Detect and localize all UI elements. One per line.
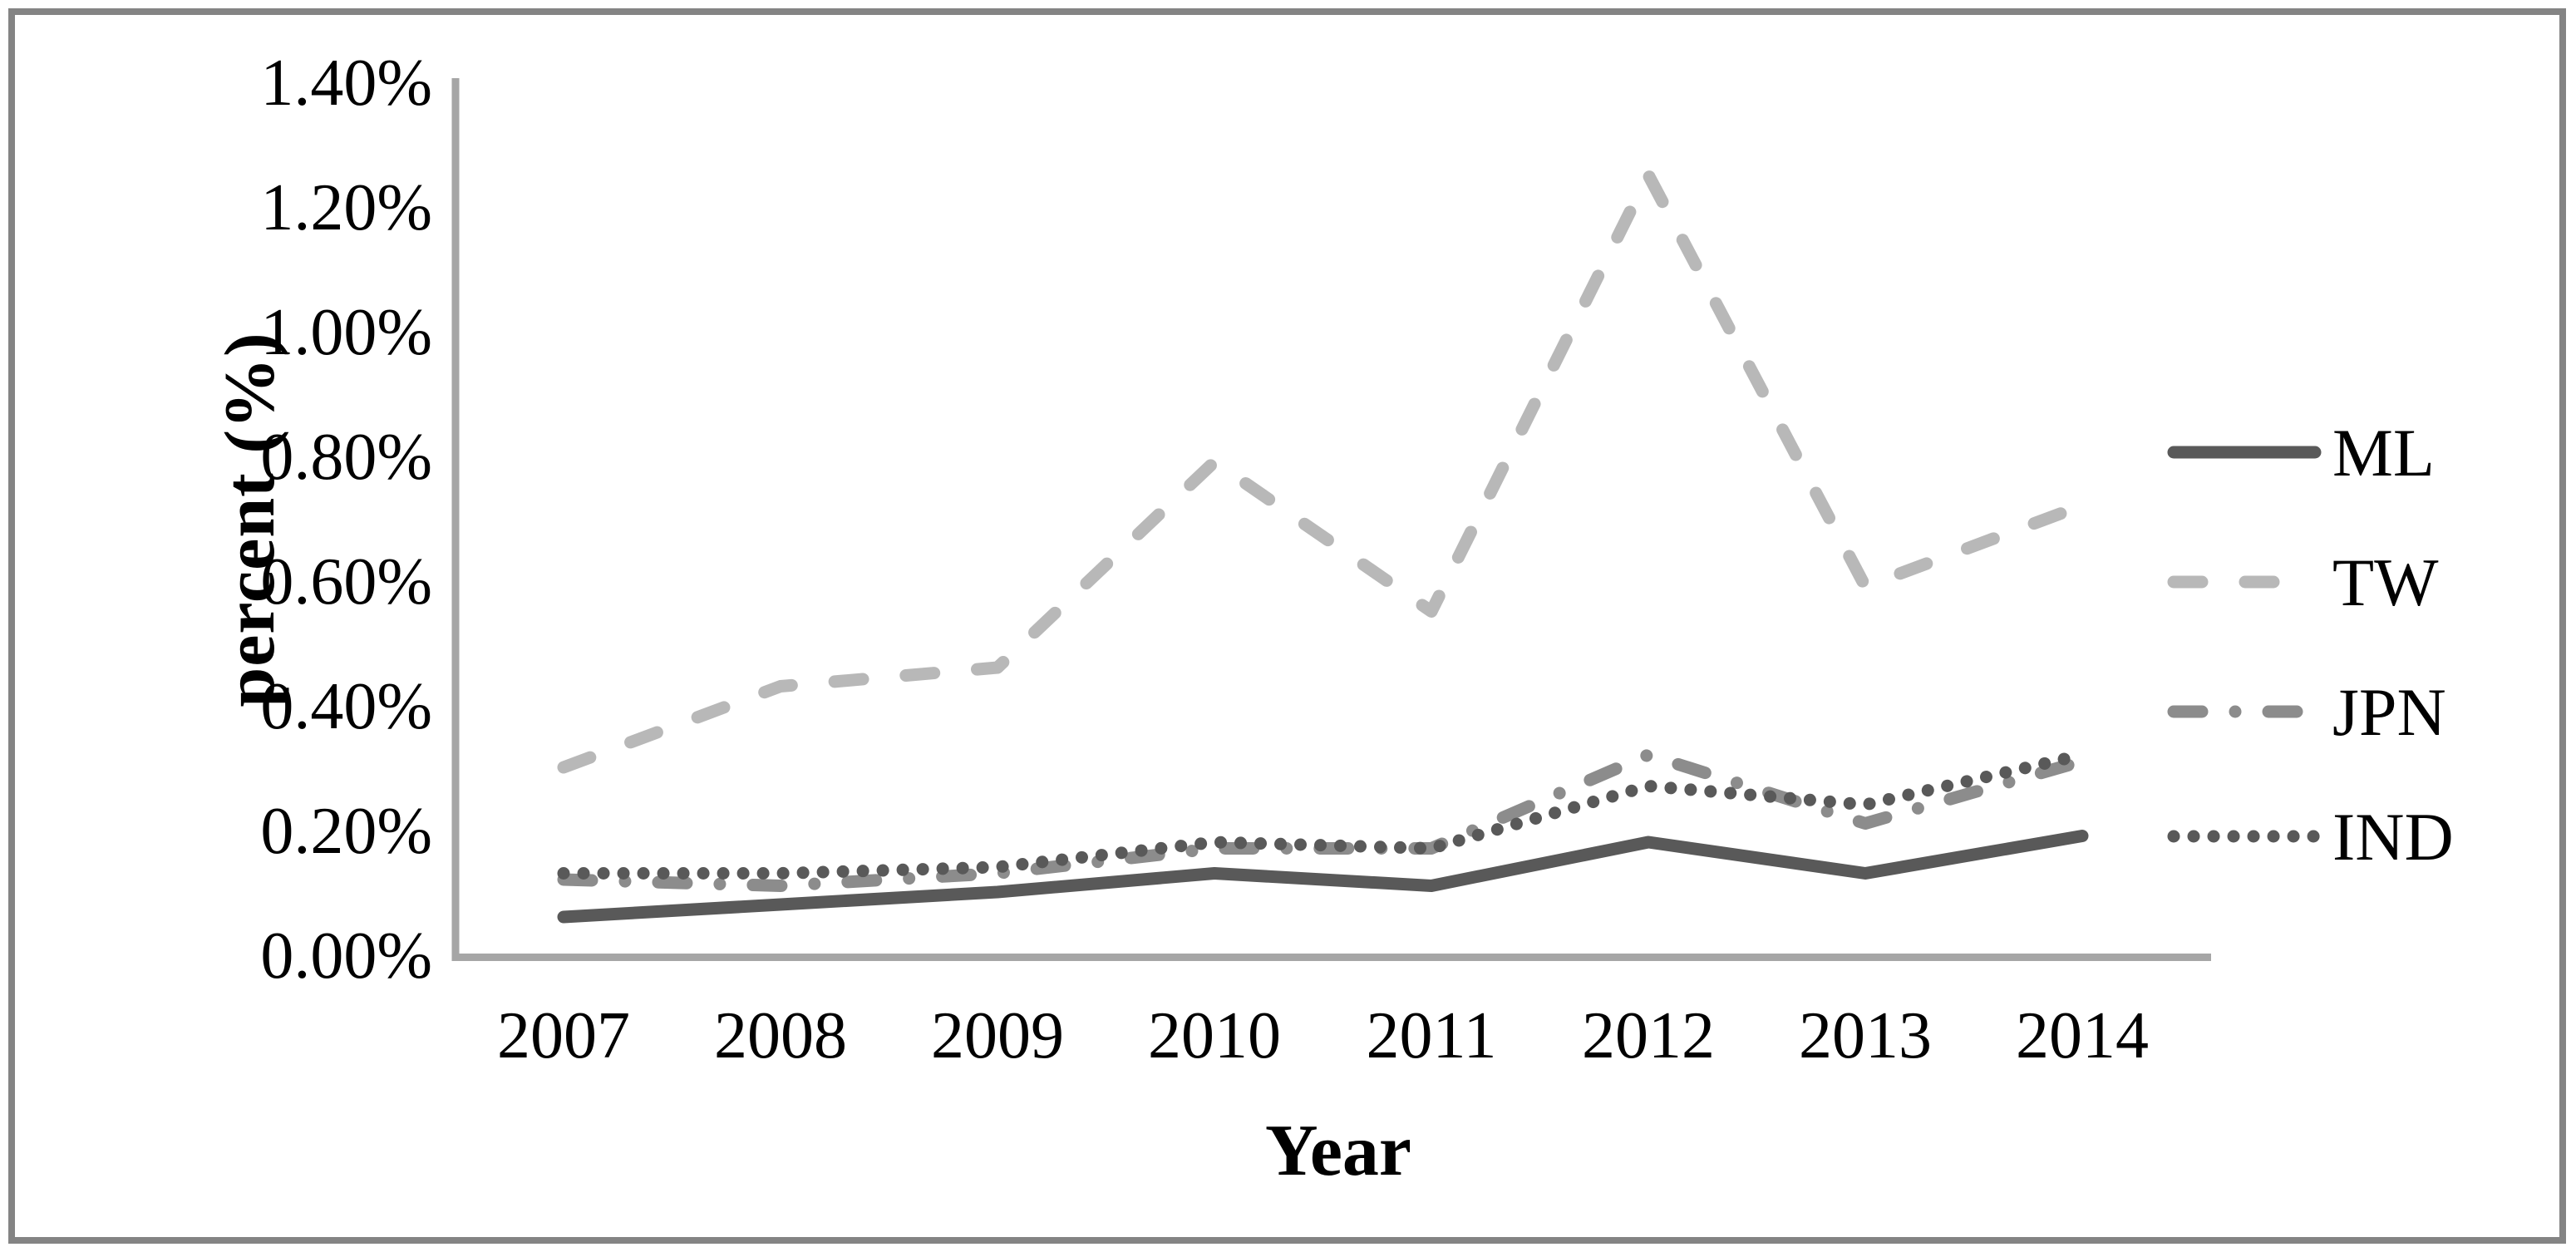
y-axis-tick-label: 1.00% <box>260 296 432 369</box>
legend-label-tw: TW <box>2332 545 2439 620</box>
x-axis-tick-label: 2012 <box>1582 999 1715 1072</box>
x-axis-title: Year <box>1265 1111 1411 1191</box>
y-axis-tick-label: 0.20% <box>260 795 432 868</box>
y-axis-tick-label: 0.60% <box>260 545 432 619</box>
y-axis-tick-label: 0.00% <box>260 919 432 993</box>
y-axis-tick-label: 0.40% <box>260 670 432 743</box>
series-line-ind <box>557 748 2089 880</box>
legend-label-ml: ML <box>2332 415 2435 490</box>
x-axis-tick-label: 2013 <box>1799 999 1932 1072</box>
y-axis-tick-label: 1.20% <box>260 171 432 244</box>
x-axis-tick-label: 2008 <box>714 999 847 1072</box>
x-axis-tick-label: 2010 <box>1148 999 1281 1072</box>
legend-label-ind: IND <box>2332 799 2454 875</box>
y-axis-title: percent (%) <box>209 332 289 707</box>
y-axis-tick-label: 1.40% <box>260 47 432 120</box>
x-axis-tick-label: 2009 <box>931 999 1064 1072</box>
chart-outer-border <box>8 8 2566 1244</box>
y-axis-tick-label: 0.80% <box>260 421 432 494</box>
series-line-ml <box>557 830 2089 924</box>
x-axis-tick-label: 2007 <box>497 999 630 1072</box>
x-axis-tick-label: 2014 <box>2016 999 2149 1072</box>
series-line-tw <box>557 169 2089 774</box>
legend-label-jpn: JPN <box>2332 674 2446 750</box>
x-axis-tick-label: 2011 <box>1366 999 1496 1072</box>
